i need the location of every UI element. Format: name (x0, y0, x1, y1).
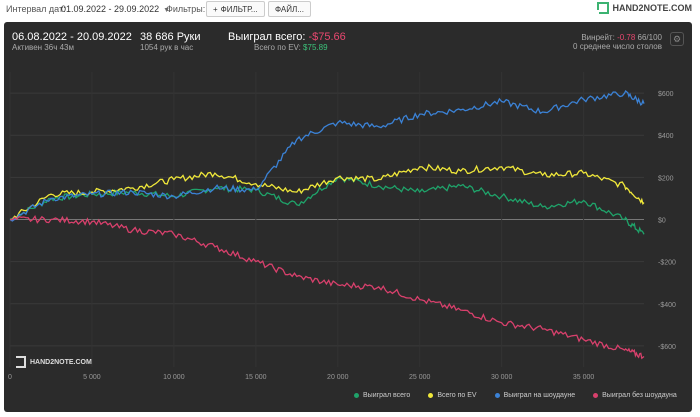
hands-block: 38 686 Руки 1054 рук в час (140, 31, 201, 52)
winnings-chart: $600 $400 $200 $0 -$200 -$400 -$600 0 5 000 10 00… (8, 72, 676, 381)
series-line (9, 176, 645, 235)
legend-dot-icon (593, 393, 599, 398)
legend-item[interactable]: Выиграл на шоудауне (494, 392, 576, 399)
won-total-value: -$75.66 (308, 31, 346, 43)
avg-tables: 0 среднее число столов (573, 42, 662, 51)
y-tick-label: $200 (658, 175, 674, 182)
active-time: Активен 36ч 43м (12, 43, 74, 52)
y-tick-label: $400 (658, 133, 674, 140)
legend-label: Выиграл всего (363, 392, 411, 399)
brand-text: HAND2NOTE.COM (612, 3, 692, 13)
x-tick-label: 20 000 (327, 374, 349, 381)
filters-label: Фильтры: (166, 4, 206, 14)
period-block: 06.08.2022 - 20.09.2022 Активен 36ч 43м (12, 31, 132, 52)
series-line (9, 89, 645, 222)
legend-item[interactable]: Выиграл всего (354, 392, 410, 399)
top-toolbar: Интервал дат: 01.09.2022 - 29.09.2022 ▼ Ф… (0, 0, 700, 20)
file-button[interactable]: ФАЙЛ... (268, 1, 311, 17)
interval-label: Интервал дат: (6, 4, 66, 14)
x-tick-label: 35 000 (573, 374, 595, 381)
plus-icon: + (213, 5, 218, 14)
brand-logo: HAND2NOTE.COM (597, 2, 692, 14)
series-line (10, 163, 645, 221)
winrate-block: Винрейт: -0.78 66/100 0 среднее число ст… (573, 33, 662, 51)
legend-dot-icon (428, 393, 434, 398)
winrate-hands: 66/100 (637, 33, 662, 42)
date-range-value: 01.09.2022 - 29.09.2022 (61, 4, 160, 14)
x-tick-label: 30 000 (491, 374, 513, 381)
filter-button-label: ФИЛЬТР... (220, 5, 258, 14)
date-range-select[interactable]: 01.09.2022 - 29.09.2022 ▼ (55, 1, 176, 17)
legend-label: Всего по EV (437, 392, 477, 399)
y-tick-label: $0 (658, 218, 666, 225)
series-line (9, 215, 645, 360)
chevron-down-icon: ▼ (163, 7, 171, 14)
y-tick-label: -$400 (658, 302, 676, 309)
winrate-label: Винрейт: (581, 33, 615, 42)
watermark-text: HAND2NOTE.COM (30, 358, 92, 366)
filter-button[interactable]: + ФИЛЬТР... (206, 1, 265, 17)
won-total-label: Выиграл всего: (228, 31, 306, 43)
legend-item[interactable]: Всего по EV (428, 392, 477, 399)
x-tick-label: 5 000 (83, 374, 101, 381)
winrate-value: -0.78 (617, 33, 636, 42)
file-button-label: ФАЙЛ... (275, 5, 304, 14)
x-tick-label: 15 000 (245, 374, 267, 381)
h2n-watermark-icon (16, 356, 26, 368)
chart-watermark: HAND2NOTE.COM (16, 356, 92, 368)
gear-icon[interactable]: ⚙ (670, 32, 684, 46)
period-value: 06.08.2022 - 20.09.2022 (12, 31, 132, 43)
legend-dot-icon (354, 393, 359, 398)
y-tick-label: -$200 (658, 260, 676, 267)
hands-count: 38 686 Руки (140, 31, 201, 43)
y-tick-label: $600 (658, 91, 674, 98)
ev-total-value: $75.89 (303, 43, 328, 52)
legend-dot-icon (494, 393, 500, 398)
graph-panel: 06.08.2022 - 20.09.2022 Активен 36ч 43м … (4, 22, 692, 412)
legend-label: Выиграл без шоудауна (602, 392, 677, 399)
x-tick-label: 0 (8, 374, 12, 381)
winnings-block: Выиграл всего: -$75.66 Всего по EV: $75.… (228, 31, 346, 52)
chart-legend: Выиграл всего Всего по EV Выиграл на шоуда… (354, 392, 677, 399)
x-tick-label: 10 000 (163, 374, 185, 381)
hands-per-hour: 1054 рук в час (140, 43, 194, 52)
legend-label: Выиграл на шоудауне (503, 392, 576, 399)
x-tick-label: 25 000 (409, 374, 431, 381)
h2n-logo-icon (597, 2, 610, 14)
ev-total-label: Всего по EV: (254, 43, 301, 52)
legend-item[interactable]: Выиграл без шоудауна (593, 392, 677, 399)
y-tick-label: -$600 (658, 344, 676, 351)
